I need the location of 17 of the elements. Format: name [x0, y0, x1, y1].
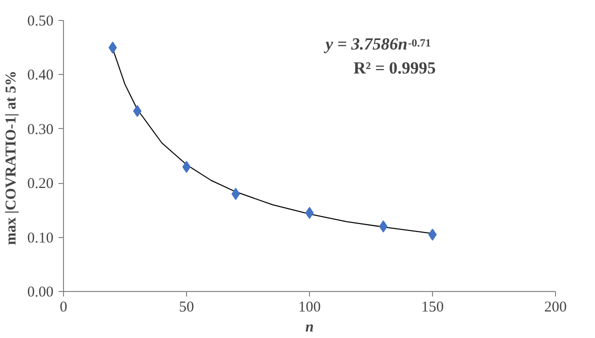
- y-tick-label: 0.40: [27, 68, 54, 84]
- point: [428, 228, 437, 241]
- x-tick-label: 100: [298, 300, 321, 316]
- y-tick-label: 0.20: [27, 176, 54, 192]
- x-tick-label: 200: [544, 300, 567, 316]
- y-tick-label: 0.10: [27, 230, 54, 246]
- y-tick-label: 0.00: [27, 284, 54, 300]
- x-tick-label: 50: [179, 300, 194, 316]
- y-tick-label: 0.50: [27, 14, 54, 30]
- point: [305, 206, 314, 219]
- y-axis-title: max |COVRATIO-1| at 5%: [3, 70, 20, 245]
- point: [182, 160, 191, 173]
- x-axis-title: n: [305, 320, 314, 336]
- annotation: R² = 0.9995: [354, 58, 436, 78]
- x-tick-label: 0: [60, 300, 68, 316]
- x-tick-label: 150: [421, 300, 444, 316]
- y-tick-label: 0.30: [27, 122, 54, 138]
